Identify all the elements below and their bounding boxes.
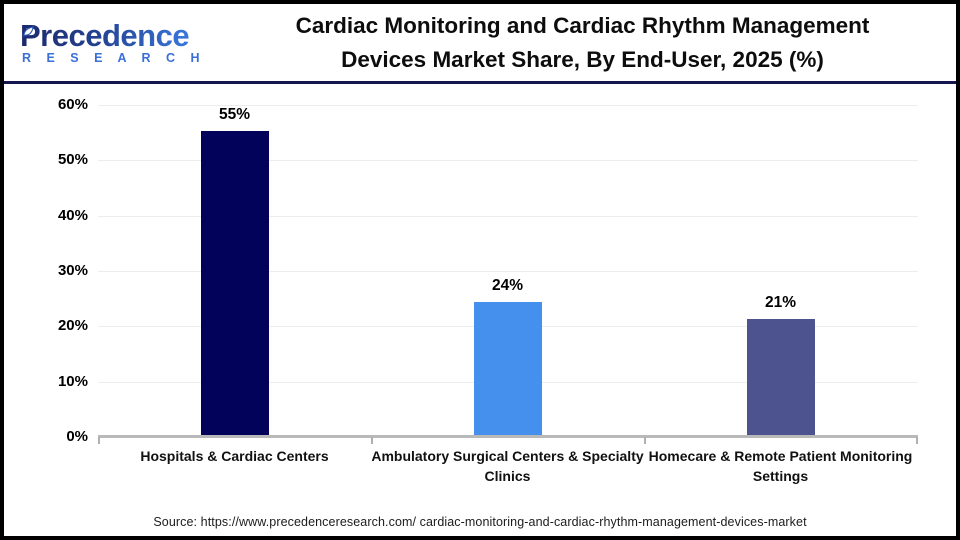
- bar-group-homecare: 21%: [644, 84, 917, 435]
- y-axis-tick-10: 10%: [57, 373, 88, 390]
- x-axis-tick: [98, 437, 100, 444]
- source-citation: Source: https://www.precedenceresearch.c…: [153, 515, 807, 529]
- gridline: [98, 271, 918, 272]
- y-axis-tick-60: 60%: [57, 96, 88, 113]
- x-axis-label-ambulatory: Ambulatory Surgical Centers & Specialty …: [371, 448, 644, 485]
- chart-title: Cardiac Monitoring and Cardiac Rhythm Ma…: [295, 12, 870, 72]
- y-axis-tick-40: 40%: [57, 207, 88, 224]
- logo-wordmark: Precedence: [20, 20, 189, 51]
- x-axis-tick: [371, 437, 373, 444]
- header: Precedence R E S E A R C H Cardiac Monit…: [4, 4, 956, 84]
- precedence-research-logo: Precedence R E S E A R C H: [4, 20, 209, 65]
- bar-value-label: 24%: [491, 277, 524, 295]
- bar-group-hospitals: 55%: [98, 84, 371, 435]
- y-axis-tick-30: 30%: [57, 262, 88, 279]
- x-axis-label-homecare: Homecare & Remote Patient Monitoring Set…: [648, 448, 913, 485]
- logo-subtitle: R E S E A R C H: [22, 51, 206, 66]
- x-axis-line: [98, 435, 918, 438]
- leaf-icon: [23, 26, 34, 38]
- chart-title-container: Cardiac Monitoring and Cardiac Rhythm Ma…: [209, 9, 956, 77]
- bar-chart: 60% 50% 40% 30% 20% 10% 0% 55% 24% 21%: [4, 84, 956, 508]
- bar-value-label: 55%: [218, 105, 251, 123]
- gridline: [98, 105, 918, 106]
- bar-group-ambulatory: 24%: [371, 84, 644, 435]
- y-axis-tick-0: 0%: [66, 428, 88, 445]
- logo-text: Precedence: [20, 18, 190, 54]
- gridline: [98, 216, 918, 217]
- y-axis-tick-20: 20%: [57, 317, 88, 334]
- y-axis-tick-50: 50%: [57, 151, 88, 168]
- x-axis-tick: [916, 437, 918, 444]
- x-axis-label-hospitals: Hospitals & Cardiac Centers: [140, 448, 329, 464]
- bar-homecare-remote-monitoring: [746, 318, 815, 435]
- bar-hospitals-cardiac-centers: [200, 130, 269, 435]
- bar-value-label: 21%: [764, 293, 797, 311]
- bar-ambulatory-surgical-centers: [473, 302, 542, 435]
- gridline: [98, 160, 918, 161]
- x-axis-tick: [644, 437, 646, 444]
